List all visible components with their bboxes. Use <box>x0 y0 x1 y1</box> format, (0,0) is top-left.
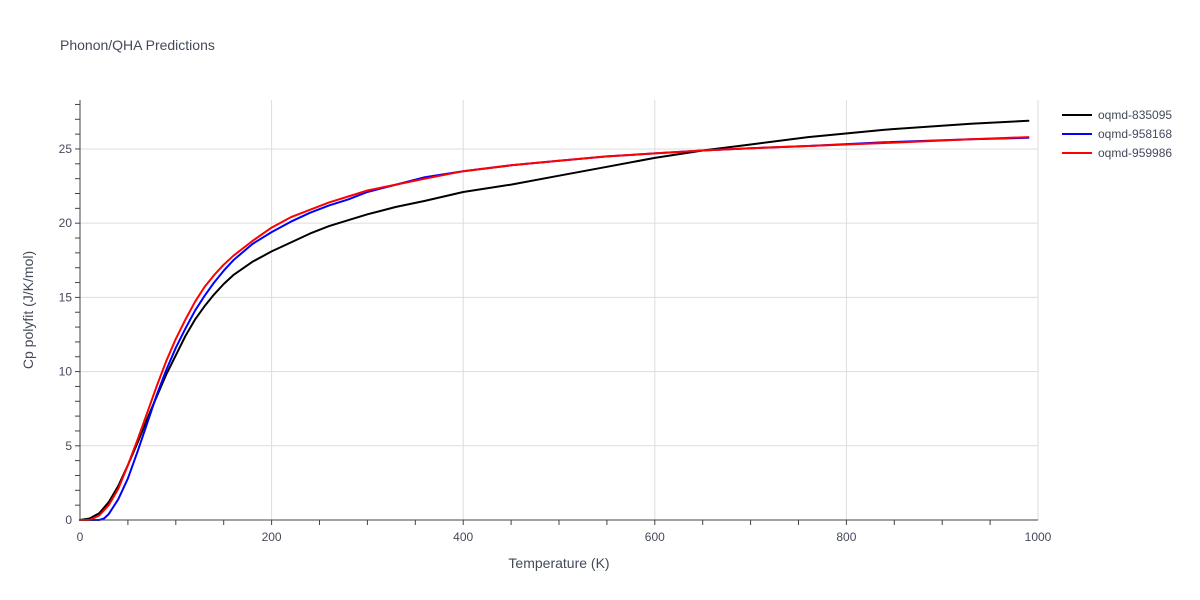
chart-title: Phonon/QHA Predictions <box>60 37 215 53</box>
series-line-oqmd-958168[interactable] <box>79 136 1030 521</box>
x-tick-label: 200 <box>262 530 282 544</box>
y-tick-label: 0 <box>65 513 72 527</box>
y-tick-label: 5 <box>65 439 72 453</box>
y-tick-label: 20 <box>59 216 73 230</box>
x-tick-label: 600 <box>645 530 665 544</box>
y-axis-title: Cp polyfit (J/K/mol) <box>20 251 36 369</box>
series-line-oqmd-959986[interactable] <box>79 136 1030 521</box>
legend[interactable]: oqmd-835095 oqmd-958168 oqmd-959986 <box>1062 108 1172 160</box>
x-tick-label: 1000 <box>1025 530 1052 544</box>
series-line-oqmd-835095[interactable] <box>79 119 1030 521</box>
y-tick-label: 25 <box>59 142 73 156</box>
plot-area <box>79 119 1030 521</box>
y-tick-label: 10 <box>59 365 73 379</box>
x-tick-label: 0 <box>77 530 84 544</box>
x-tick-label: 800 <box>836 530 856 544</box>
legend-label: oqmd-835095 <box>1098 108 1172 122</box>
axes <box>79 100 1038 521</box>
legend-item-oqmd-958168[interactable]: oqmd-958168 <box>1062 127 1172 141</box>
y-tick-label: 15 <box>59 290 73 304</box>
legend-label: oqmd-959986 <box>1098 146 1172 160</box>
gridlines <box>80 100 1039 520</box>
x-axis-title: Temperature (K) <box>508 555 609 571</box>
legend-label: oqmd-958168 <box>1098 127 1172 141</box>
x-axis-ticks: 0 200 400 600 800 1000 <box>77 520 1052 544</box>
y-axis-ticks: 0 5 10 15 20 25 <box>59 103 80 527</box>
legend-item-oqmd-835095[interactable]: oqmd-835095 <box>1062 108 1172 122</box>
x-tick-label: 400 <box>453 530 473 544</box>
legend-item-oqmd-959986[interactable]: oqmd-959986 <box>1062 146 1172 160</box>
